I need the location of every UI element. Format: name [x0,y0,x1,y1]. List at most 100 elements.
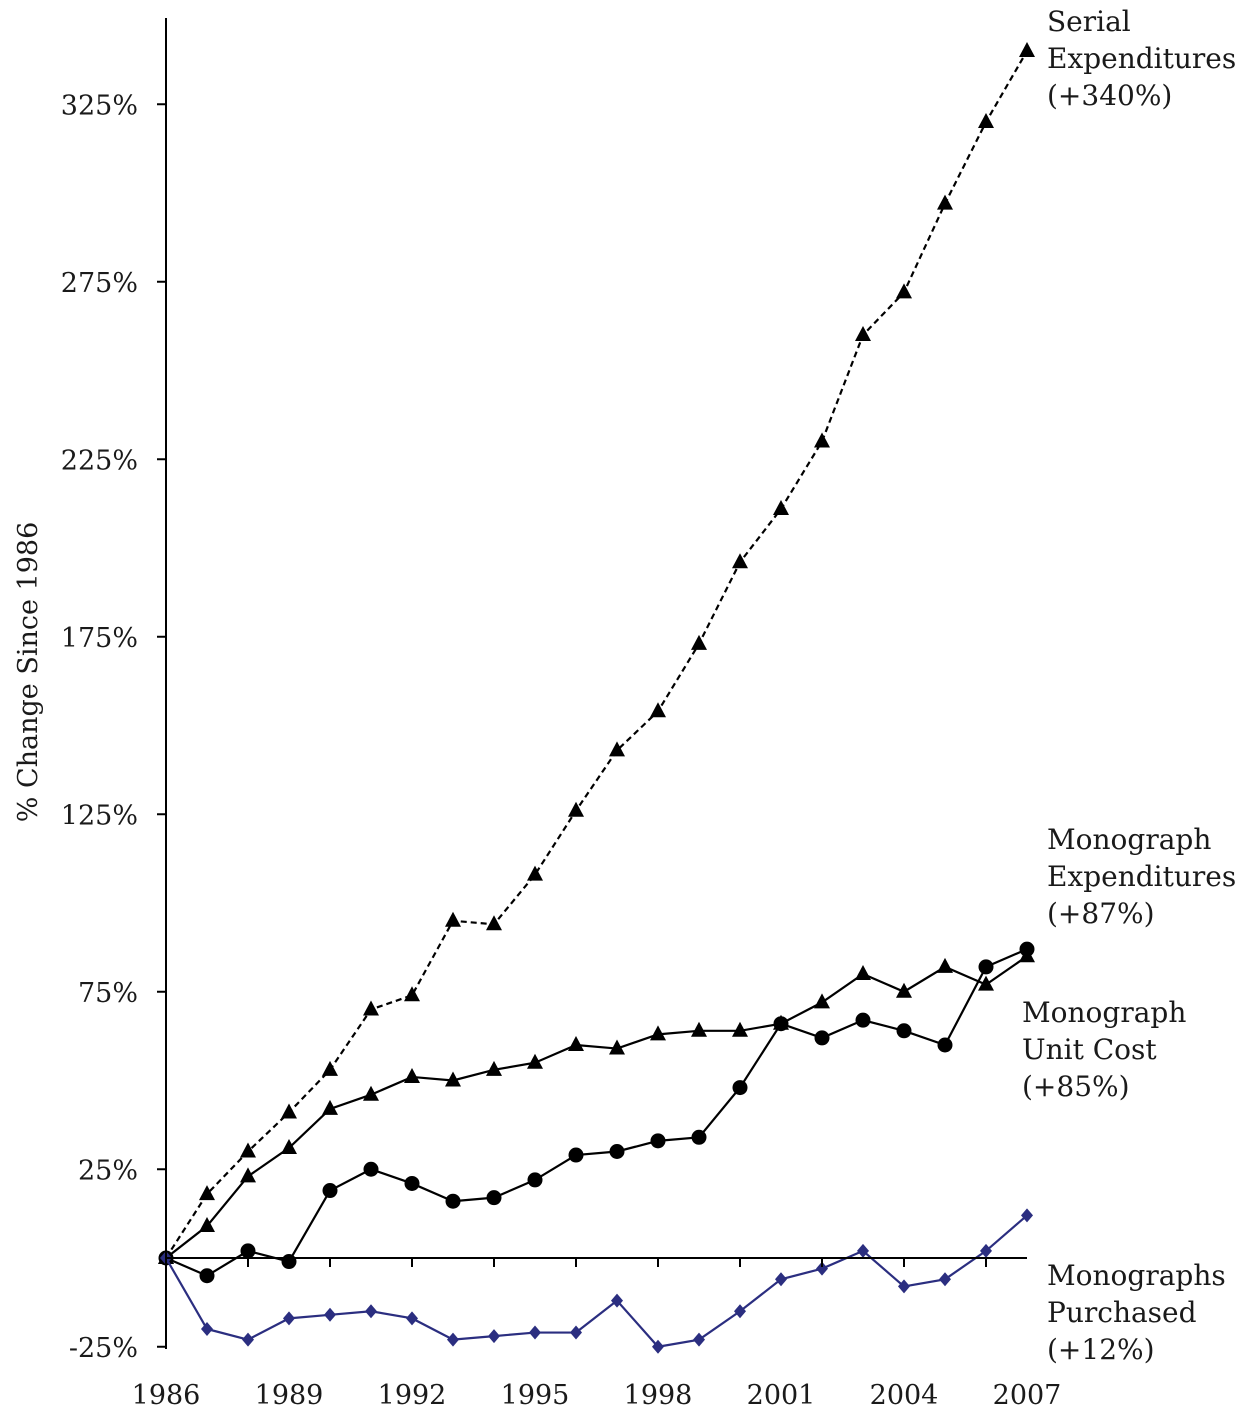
series-group [158,42,1035,1264]
data-point [406,1311,418,1326]
data-point [816,1261,828,1276]
x-tick-label: 1995 [501,1380,570,1411]
data-point [240,1167,256,1183]
x-tick-label: 1998 [624,1380,693,1411]
data-point [937,1037,953,1053]
data-point [814,1030,830,1046]
y-tick-label: -25% [69,1333,138,1364]
data-point [199,1268,215,1284]
data-point [324,1307,336,1322]
data-point [814,432,830,448]
data-point [978,975,994,991]
data-point [609,1039,625,1055]
data-point [896,1023,912,1039]
series-label: (+87%) [1047,897,1155,930]
data-point [978,113,994,128]
data-point [242,1332,254,1347]
series-layer [158,42,1035,1354]
data-point [611,1293,623,1308]
data-point [529,1325,541,1340]
data-point [283,1311,295,1326]
data-point [609,1144,625,1159]
data-point [363,1085,379,1101]
data-point [978,959,994,975]
series-group [160,1208,1033,1354]
data-point [527,1172,543,1188]
data-point [937,957,953,973]
data-point [650,1133,666,1149]
data-point [937,194,953,210]
series-label: Purchased [1047,1296,1197,1329]
series-label: (+12%) [1047,1333,1155,1366]
data-point [363,1000,379,1016]
data-point [980,1243,992,1258]
data-point [486,1190,502,1206]
data-point [322,1060,338,1076]
y-tick-label: 75% [78,978,138,1009]
x-tick-label: 1986 [132,1380,201,1411]
x-tick-label: 2004 [870,1380,939,1411]
data-point [488,1329,500,1344]
data-point [363,1161,379,1177]
series-label: Serial [1047,5,1131,38]
data-point [240,1243,256,1259]
data-point [857,1243,869,1258]
y-tick-label: 125% [61,800,138,831]
data-point [693,1332,705,1347]
data-point [650,702,666,718]
y-tick-label: 275% [61,268,138,299]
series-label: Monograph [1047,823,1211,856]
data-point [1021,1208,1033,1223]
data-point [734,1304,746,1319]
data-point [691,634,707,650]
data-point [322,1099,338,1115]
series-label: Unit Cost [1022,1033,1157,1066]
data-point [855,965,871,980]
data-point [322,1183,338,1199]
y-tick-label: 25% [78,1155,138,1186]
data-point [281,1103,297,1119]
data-point [447,1332,459,1347]
data-point [650,1025,666,1041]
data-point [691,1129,707,1145]
series-label: Monograph [1022,996,1186,1029]
data-point [732,553,748,569]
data-point [732,1021,748,1037]
data-point [652,1339,664,1354]
data-point [855,326,871,341]
data-point [527,1053,543,1069]
data-point [445,911,461,927]
data-point [939,1272,951,1287]
x-tick-label: 1992 [378,1380,447,1411]
labels-layer: Serial Expenditures (+340%) Monograph Expend… [1022,5,1236,1366]
series-label: Expenditures [1047,42,1236,75]
data-point [855,1012,871,1028]
data-point [568,801,584,817]
series-line [165,948,1028,1277]
data-point [896,982,912,998]
data-point [732,1080,748,1096]
data-point [773,499,789,515]
data-point [898,1279,910,1294]
data-point [201,1322,213,1336]
data-point [199,1217,215,1233]
series-line [165,50,1028,1259]
ticks-layer: -25% 25% 75% 125% 175% 225% 275% 325% 1986 1989 19… [61,90,1062,1411]
data-point [527,865,543,881]
series-label: (+85%) [1022,1070,1130,1103]
data-point [445,1193,461,1209]
y-axis-label: % Change Since 1986 [13,522,44,823]
x-tick-label: 1989 [255,1380,324,1411]
data-point [814,993,830,1009]
data-point [404,986,420,1002]
y-tick-label: 225% [61,445,138,476]
data-point [281,1254,297,1270]
series-label: Monographs [1047,1259,1226,1292]
data-point [199,1185,215,1201]
data-point [568,1036,584,1051]
series-line [165,1214,1028,1348]
data-point [609,741,625,757]
data-point [404,1175,420,1191]
series-label: Expenditures [1047,860,1236,893]
